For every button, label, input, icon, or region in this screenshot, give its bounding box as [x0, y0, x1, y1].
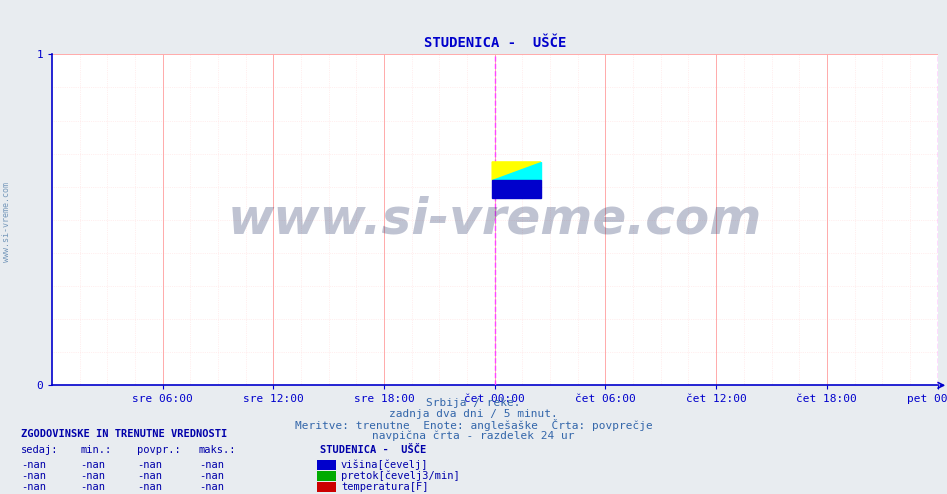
Text: navpična črta - razdelek 24 ur: navpična črta - razdelek 24 ur [372, 430, 575, 441]
Polygon shape [492, 162, 541, 180]
Text: www.si-vreme.com: www.si-vreme.com [2, 182, 11, 262]
Text: -nan: -nan [137, 482, 162, 492]
Text: -nan: -nan [199, 482, 223, 492]
Polygon shape [492, 162, 541, 180]
Text: -nan: -nan [21, 460, 45, 470]
Text: -nan: -nan [137, 460, 162, 470]
Bar [492, 180, 541, 198]
Text: povpr.:: povpr.: [137, 445, 181, 455]
Text: -nan: -nan [80, 482, 105, 492]
Text: -nan: -nan [21, 482, 45, 492]
Text: pretok[čevelj3/min]: pretok[čevelj3/min] [341, 470, 459, 481]
Text: -nan: -nan [199, 471, 223, 481]
Text: ZGODOVINSKE IN TRENUTNE VREDNOSTI: ZGODOVINSKE IN TRENUTNE VREDNOSTI [21, 429, 227, 439]
Text: -nan: -nan [80, 460, 105, 470]
Text: Srbija / reke.: Srbija / reke. [426, 398, 521, 408]
Text: -nan: -nan [199, 460, 223, 470]
Text: STUDENICA -  UŠČE: STUDENICA - UŠČE [320, 445, 426, 455]
Text: -nan: -nan [21, 471, 45, 481]
Text: maks.:: maks.: [199, 445, 237, 455]
Text: min.:: min.: [80, 445, 112, 455]
Text: višina[čevelj]: višina[čevelj] [341, 459, 428, 470]
Text: -nan: -nan [80, 471, 105, 481]
Title: STUDENICA -  UŠČE: STUDENICA - UŠČE [423, 37, 566, 50]
Text: www.si-vreme.com: www.si-vreme.com [227, 196, 762, 244]
Text: Meritve: trenutne  Enote: anglešaške  Črta: povprečje: Meritve: trenutne Enote: anglešaške Črta… [295, 419, 652, 431]
Text: sedaj:: sedaj: [21, 445, 59, 455]
Text: -nan: -nan [137, 471, 162, 481]
Text: zadnja dva dni / 5 minut.: zadnja dva dni / 5 minut. [389, 409, 558, 418]
Text: temperatura[F]: temperatura[F] [341, 482, 428, 492]
